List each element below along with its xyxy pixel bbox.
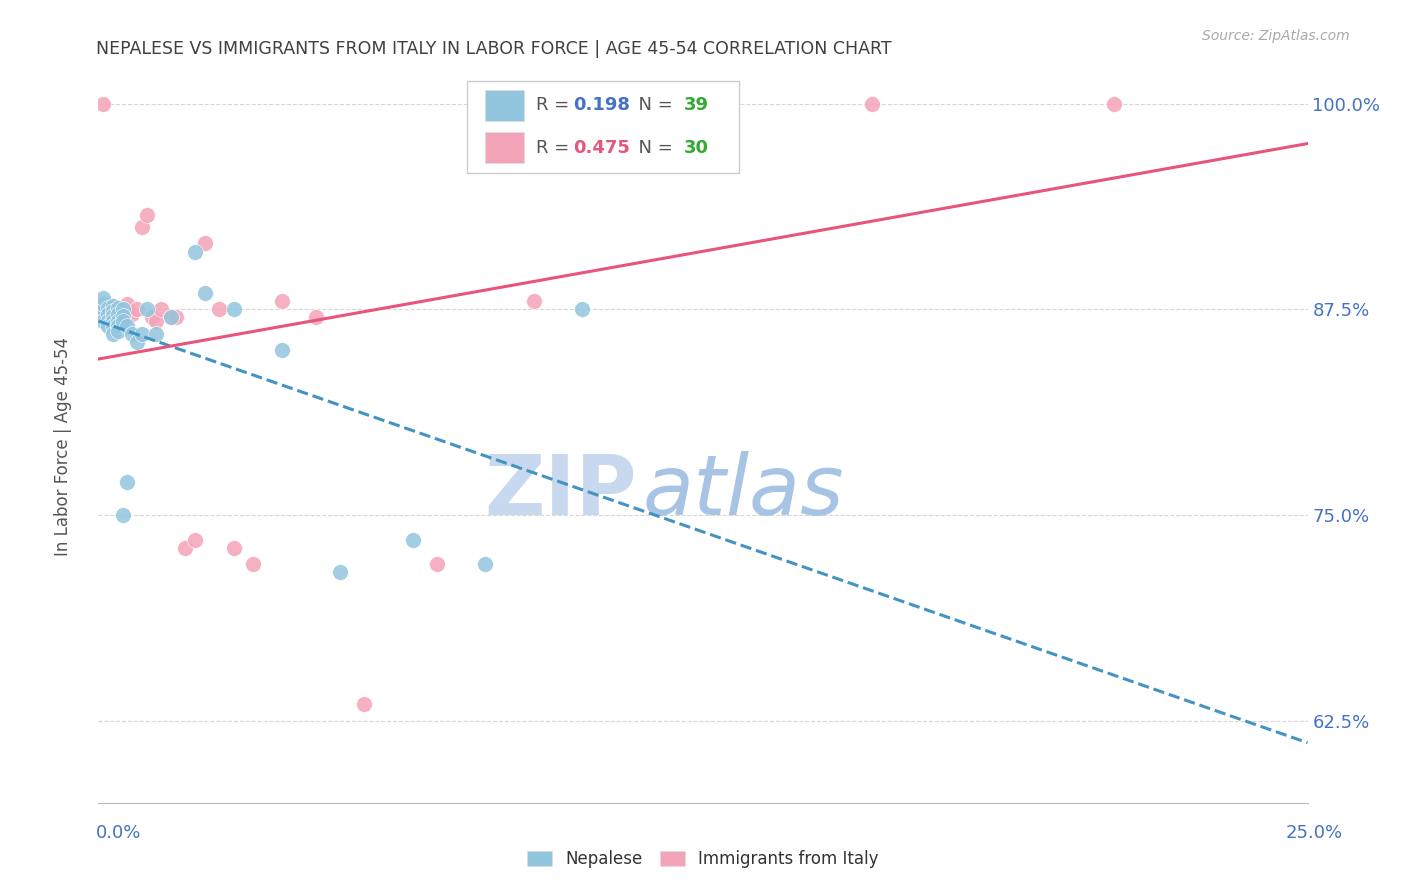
Point bbox=[271, 293, 294, 308]
Point bbox=[91, 302, 114, 317]
Text: In Labor Force | Age 45-54: In Labor Force | Age 45-54 bbox=[55, 336, 72, 556]
Point bbox=[184, 533, 207, 547]
Point bbox=[127, 302, 149, 317]
Point bbox=[97, 314, 120, 328]
Text: R =: R = bbox=[536, 96, 575, 114]
Point bbox=[150, 302, 173, 317]
Point bbox=[160, 310, 183, 325]
Point bbox=[668, 96, 690, 111]
Point bbox=[402, 533, 425, 547]
Point bbox=[107, 307, 129, 321]
Text: 0.198: 0.198 bbox=[574, 96, 631, 114]
Point bbox=[242, 558, 264, 572]
Point bbox=[107, 302, 129, 317]
Text: 25.0%: 25.0% bbox=[1285, 824, 1343, 842]
Point bbox=[101, 299, 124, 313]
Point bbox=[127, 335, 149, 350]
Point bbox=[121, 326, 143, 341]
Point bbox=[222, 541, 245, 555]
Point bbox=[194, 285, 217, 300]
FancyBboxPatch shape bbox=[467, 81, 740, 173]
Point bbox=[101, 304, 124, 318]
Point bbox=[165, 310, 187, 325]
Point bbox=[111, 314, 134, 328]
Point bbox=[222, 302, 245, 317]
Point bbox=[101, 326, 124, 341]
Point bbox=[117, 318, 139, 333]
Point bbox=[101, 318, 124, 333]
Point bbox=[145, 314, 167, 328]
Point bbox=[91, 291, 114, 305]
Text: 39: 39 bbox=[683, 96, 709, 114]
Text: 0.475: 0.475 bbox=[574, 138, 630, 157]
Point bbox=[131, 326, 153, 341]
Text: atlas: atlas bbox=[643, 451, 844, 533]
Point bbox=[121, 307, 143, 321]
Point bbox=[117, 297, 139, 311]
Text: R =: R = bbox=[536, 138, 575, 157]
Point bbox=[1102, 96, 1125, 111]
Point bbox=[145, 326, 167, 341]
Legend: Nepalese, Immigrants from Italy: Nepalese, Immigrants from Italy bbox=[520, 844, 886, 875]
Text: 0.0%: 0.0% bbox=[96, 824, 141, 842]
Point bbox=[474, 558, 496, 572]
Point bbox=[97, 305, 120, 319]
Text: 30: 30 bbox=[683, 138, 709, 157]
Point bbox=[101, 299, 124, 313]
Point bbox=[97, 301, 120, 315]
Point bbox=[135, 209, 157, 223]
Point bbox=[91, 96, 114, 111]
FancyBboxPatch shape bbox=[485, 132, 524, 163]
Point bbox=[523, 293, 546, 308]
Text: N =: N = bbox=[627, 96, 678, 114]
Point bbox=[91, 297, 114, 311]
Point bbox=[305, 310, 328, 325]
Point bbox=[174, 541, 197, 555]
Point bbox=[117, 475, 139, 489]
Text: ZIP: ZIP bbox=[484, 451, 637, 533]
Point bbox=[860, 96, 883, 111]
Point bbox=[184, 244, 207, 259]
Point bbox=[101, 309, 124, 323]
Point bbox=[91, 314, 114, 328]
Point bbox=[111, 508, 134, 522]
Point bbox=[101, 314, 124, 328]
Point bbox=[107, 314, 129, 328]
FancyBboxPatch shape bbox=[485, 90, 524, 121]
Point bbox=[141, 310, 163, 325]
Point bbox=[107, 318, 129, 333]
Point bbox=[571, 302, 593, 317]
Point bbox=[107, 324, 129, 338]
Point bbox=[97, 307, 120, 321]
Point bbox=[426, 558, 449, 572]
Point bbox=[91, 302, 114, 317]
Point bbox=[194, 236, 217, 251]
Point bbox=[208, 302, 231, 317]
Point bbox=[160, 310, 183, 325]
Point bbox=[353, 697, 375, 711]
Point bbox=[329, 566, 352, 580]
Point bbox=[97, 318, 120, 333]
Point bbox=[111, 310, 134, 325]
Point bbox=[107, 301, 129, 315]
Point bbox=[131, 219, 153, 234]
Text: NEPALESE VS IMMIGRANTS FROM ITALY IN LABOR FORCE | AGE 45-54 CORRELATION CHART: NEPALESE VS IMMIGRANTS FROM ITALY IN LAB… bbox=[96, 40, 891, 58]
Point bbox=[271, 343, 294, 358]
Point bbox=[111, 302, 134, 317]
Text: Source: ZipAtlas.com: Source: ZipAtlas.com bbox=[1202, 29, 1350, 43]
Text: N =: N = bbox=[627, 138, 678, 157]
Point bbox=[135, 302, 157, 317]
Point bbox=[111, 309, 134, 323]
